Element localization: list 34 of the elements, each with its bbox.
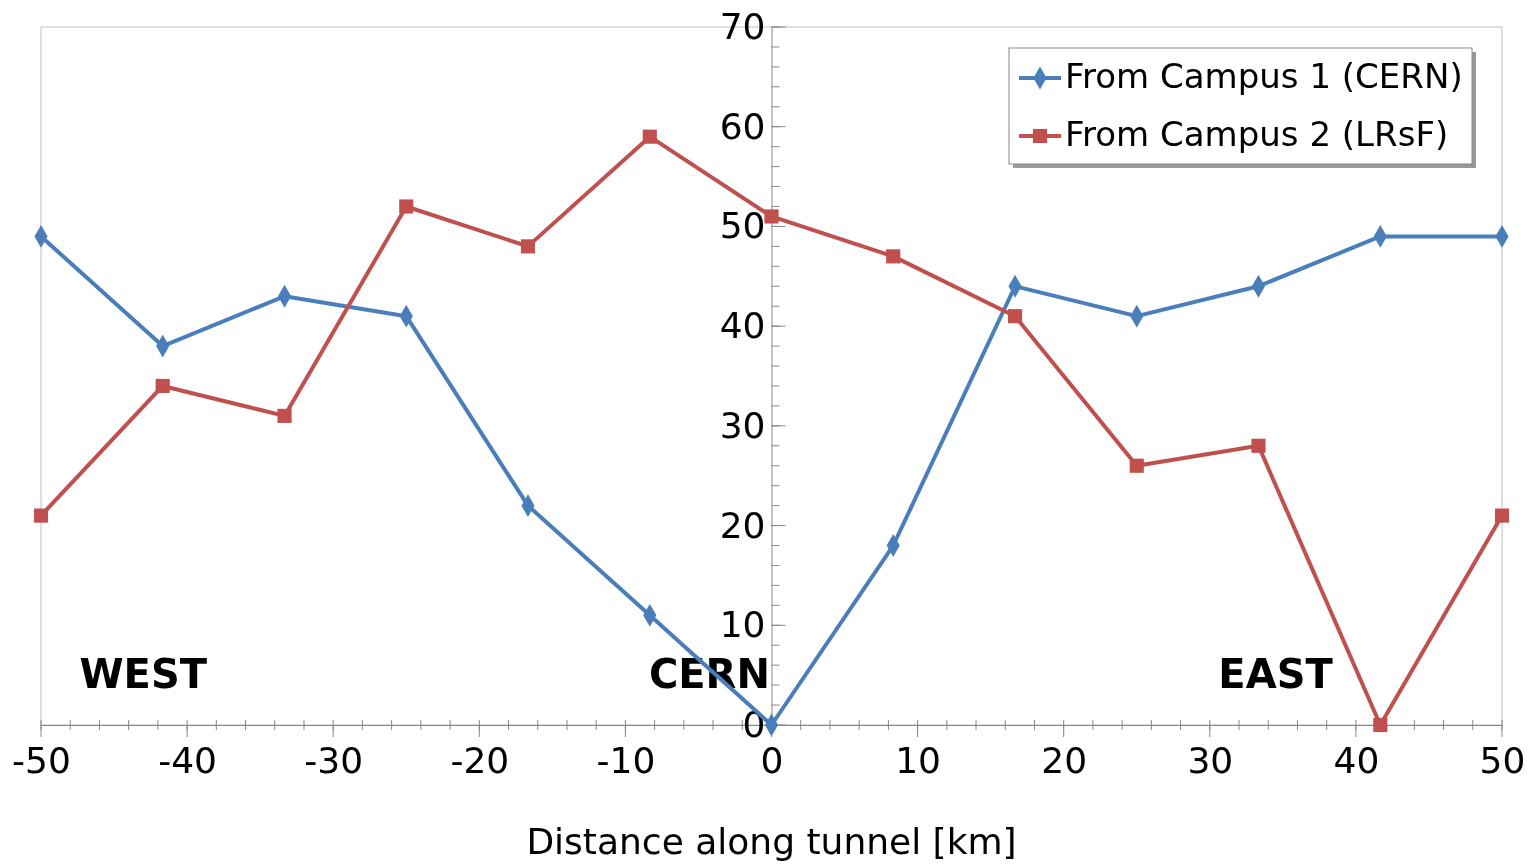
point (1251, 438, 1266, 453)
annotation: WEST (79, 651, 208, 697)
x-tick-label: 10 (895, 739, 942, 781)
x-tick-label: -10 (596, 739, 656, 781)
point (886, 249, 901, 264)
x-tick-label: 20 (1041, 739, 1088, 781)
point (1007, 309, 1023, 324)
point (33, 508, 49, 523)
y-tick-label: 50 (719, 205, 766, 247)
x-tick-label: -20 (450, 739, 510, 781)
point (155, 378, 170, 394)
x-tick-label: 50 (1479, 739, 1526, 781)
legend-label: From Campus 1 (CERN) (1065, 55, 1463, 96)
point (277, 408, 292, 423)
point (1129, 458, 1144, 473)
x-tick-label: 40 (1333, 739, 1380, 781)
y-tick-label: 20 (719, 504, 766, 546)
y-tick-label: 60 (719, 105, 766, 147)
annotation: EAST (1218, 651, 1334, 697)
y-tick-label: 30 (719, 404, 766, 446)
point (1373, 717, 1388, 733)
point (399, 199, 414, 214)
x-tick-label: -50 (12, 739, 71, 781)
point (1494, 508, 1510, 523)
x-tick-label: 30 (1187, 739, 1234, 781)
x-tick-label: -40 (158, 739, 218, 781)
y-tick-label: 70 (719, 6, 766, 48)
x-axis-title: Distance along tunnel [km] (526, 821, 1017, 862)
point (642, 129, 657, 144)
legend-label: From Campus 2 (LRsF) (1065, 113, 1449, 154)
y-tick-label: 10 (719, 604, 766, 646)
y-tick-label: 40 (719, 305, 766, 347)
point (520, 239, 536, 254)
x-tick-label: -30 (304, 739, 364, 781)
